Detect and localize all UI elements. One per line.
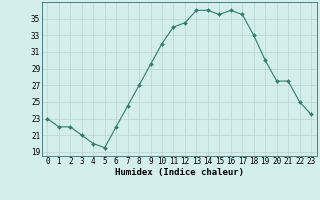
X-axis label: Humidex (Indice chaleur): Humidex (Indice chaleur): [115, 168, 244, 177]
